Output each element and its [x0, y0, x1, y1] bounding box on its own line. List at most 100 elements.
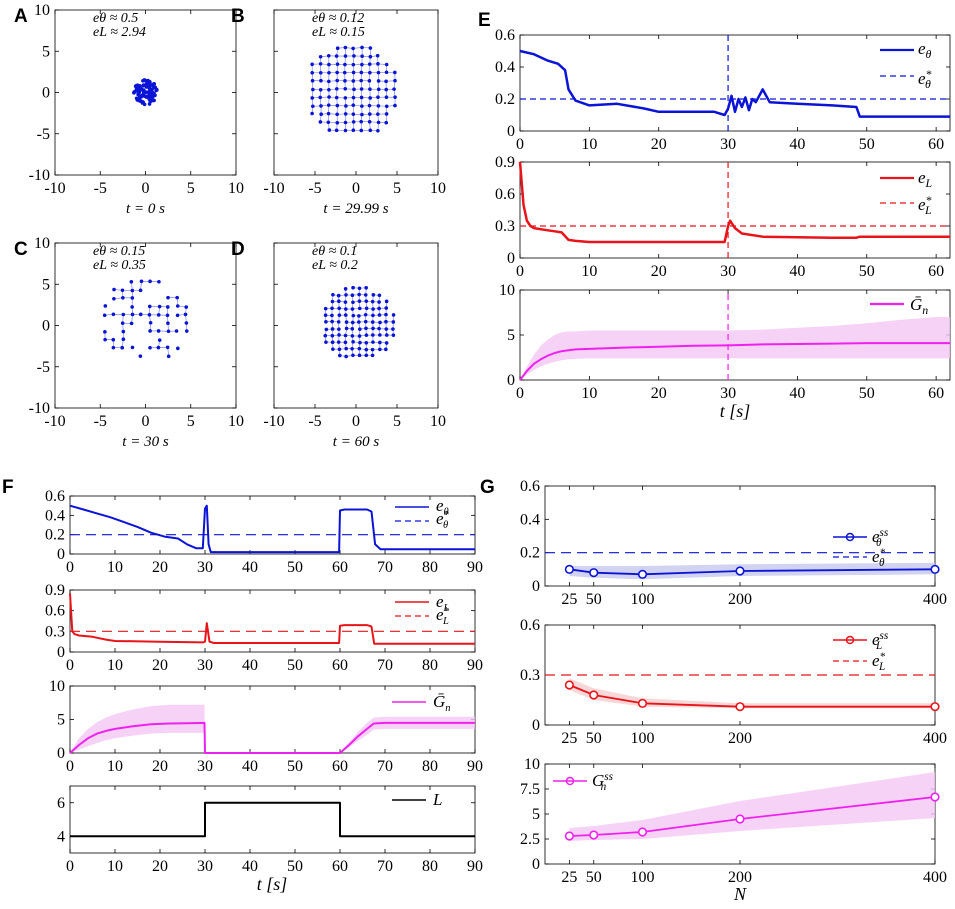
- agent-point: [121, 337, 126, 341]
- confidence-band: [569, 772, 935, 841]
- x-tick-label: 0: [66, 559, 74, 576]
- agent-point: [310, 71, 314, 75]
- agent-point: [324, 327, 329, 332]
- agent-point: [335, 120, 340, 125]
- series-e-L: [69, 593, 475, 645]
- x-tick-label: 25: [561, 869, 577, 886]
- x-tick-label: 0: [66, 858, 74, 875]
- agent-point: [323, 313, 328, 317]
- agent-point: [175, 295, 179, 300]
- y-tick-label: -5: [37, 126, 50, 143]
- data-point: [589, 568, 599, 578]
- x-tick-label: 30: [720, 263, 736, 280]
- agent-point: [337, 306, 341, 311]
- confidence-band: [70, 704, 475, 753]
- agent-point: [327, 62, 331, 67]
- agent-point: [350, 334, 355, 338]
- agent-point: [367, 119, 372, 124]
- x-tick-label: 10: [228, 180, 244, 197]
- agent-point: [370, 347, 375, 352]
- data-point: [637, 698, 648, 708]
- agent-point: [364, 285, 368, 290]
- x-tick-label: -10: [44, 180, 65, 197]
- agent-point: [364, 299, 369, 303]
- x-tick-label: 10: [430, 180, 446, 197]
- agent-point: [120, 321, 125, 325]
- agent-point: [384, 347, 388, 352]
- plot-E3: 0 10 20 30 40 50 60 0 5 10 Ḡn t [s]: [499, 282, 951, 421]
- series-L: [70, 801, 475, 838]
- agent-point: [350, 307, 355, 311]
- x-tick-label: 70: [377, 858, 393, 875]
- x-tick-label: 70: [377, 758, 393, 775]
- agent-point: [392, 87, 396, 91]
- agent-point: [165, 345, 170, 350]
- y-tick-label: 0.2: [520, 545, 540, 562]
- data-point: [930, 792, 940, 802]
- agent-point: [371, 313, 375, 318]
- agent-point: [156, 313, 161, 317]
- y-tick-label: 0: [532, 717, 540, 734]
- agent-point: [142, 89, 146, 93]
- agent-point: [363, 293, 368, 297]
- agent-point: [371, 307, 375, 311]
- agent-point: [393, 70, 397, 75]
- annotation-error-theta: eθ ≈ 0.1: [312, 244, 357, 259]
- time-caption: t = 60 s: [333, 434, 380, 450]
- x-tick-label: 40: [789, 385, 805, 402]
- agent-point: [134, 96, 139, 101]
- data-point: [735, 702, 745, 712]
- x-tick-label: 200: [728, 591, 752, 608]
- agent-point: [343, 313, 348, 317]
- annotation-error-theta: eθ ≈ 0.5: [93, 11, 138, 26]
- annotation-error-theta: eθ ≈ 0.15: [93, 244, 145, 259]
- agent-point: [150, 95, 155, 100]
- agent-point: [384, 333, 389, 337]
- x-tick-label: 50: [859, 136, 875, 153]
- agent-point: [319, 112, 323, 117]
- x-tick-label: 50: [586, 730, 602, 747]
- agent-point: [343, 120, 348, 125]
- x-tick-label: 0: [516, 263, 524, 280]
- plot-E2: 0 10 20 30 40 50 60 0 0.3 0.6 0.9 eL e* L: [495, 154, 951, 280]
- x-tick-label: 0: [66, 657, 74, 674]
- agent-point: [391, 313, 396, 317]
- x-tick-label: 40: [242, 758, 258, 775]
- axes-box: [69, 589, 476, 653]
- x-tick-label: 0: [516, 136, 524, 153]
- agent-point: [331, 292, 335, 297]
- agent-point: [378, 320, 382, 325]
- agent-point: [326, 103, 331, 107]
- x-tick-label: 100: [631, 730, 655, 747]
- x-tick-label: 0: [142, 180, 150, 197]
- agent-point: [156, 329, 161, 333]
- agent-point: [344, 320, 349, 324]
- agent-point: [378, 340, 382, 345]
- agent-point: [378, 333, 382, 337]
- agent-point: [343, 96, 348, 100]
- legend-e-L-star: e* L: [436, 605, 450, 627]
- agent-point: [384, 306, 389, 310]
- agent-point: [184, 305, 189, 309]
- agent-point: [350, 327, 355, 331]
- agent-point: [384, 104, 389, 109]
- agent-point: [360, 54, 364, 58]
- y-tick-label: -5: [37, 359, 50, 376]
- agent-point: [138, 312, 143, 317]
- agent-point: [130, 288, 135, 293]
- legend-e-theta-star: e* θ: [436, 509, 450, 531]
- agent-point: [384, 62, 389, 67]
- data-point: [637, 827, 648, 837]
- agent-point: [368, 112, 372, 116]
- agent-point: [337, 327, 341, 331]
- agent-point: [156, 345, 161, 350]
- x-tick-label: 100: [631, 591, 655, 608]
- agent-point: [132, 90, 136, 94]
- agent-point: [360, 45, 364, 50]
- x-tick-label: 5: [187, 413, 195, 430]
- agent-point: [121, 312, 126, 317]
- agent-point: [352, 87, 356, 92]
- axes-box: [69, 785, 476, 854]
- x-axis-label: t [s]: [720, 401, 751, 421]
- agent-point: [145, 83, 149, 88]
